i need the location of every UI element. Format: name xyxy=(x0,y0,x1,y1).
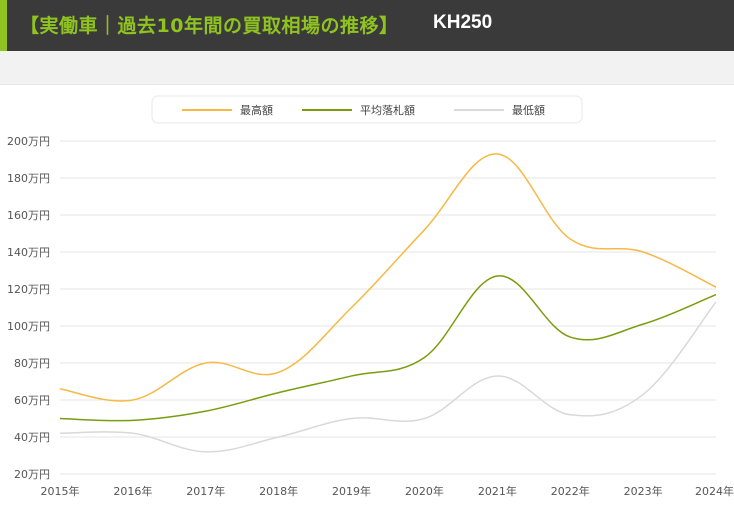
y-tick-label: 140万円 xyxy=(7,246,50,259)
header-accent-bar xyxy=(0,0,7,51)
x-tick-label: 2017年 xyxy=(186,484,225,498)
series-lines xyxy=(59,153,717,453)
x-tick-label: 2022年 xyxy=(551,484,590,498)
x-axis-ticks: 2015年 2016年 2017年 2018年 2019年 2020年 2021年 2022年… xyxy=(41,484,734,498)
page-title: 【実働車｜過去10年間の買取相場の推移】 xyxy=(20,15,399,37)
page-header: 【実働車｜過去10年間の買取相場の推移】 KH250 xyxy=(0,0,734,51)
x-tick-label: 2018年 xyxy=(259,484,298,498)
x-tick-label: 2015年 xyxy=(41,484,80,498)
y-tick-label: 200万円 xyxy=(7,135,50,148)
x-tick-label: 2024年 xyxy=(695,484,734,498)
y-axis-ticks: 20万円 40万円 60万円 80万円 100万円 120万円 140万円 160万円 180万… xyxy=(7,135,50,481)
y-tick-label: 80万円 xyxy=(14,357,50,370)
y-tick-label: 20万円 xyxy=(14,468,50,481)
legend-label-0: 最高額 xyxy=(240,103,273,117)
x-tick-label: 2020年 xyxy=(405,484,444,498)
series-line-2 xyxy=(59,301,717,453)
y-tick-label: 120万円 xyxy=(7,283,50,296)
x-tick-label: 2019年 xyxy=(332,484,371,498)
y-tick-label: 100万円 xyxy=(7,320,50,333)
x-tick-label: 2023年 xyxy=(624,484,663,498)
legend-label-1: 平均落札額 xyxy=(360,104,415,117)
x-tick-label: 2016年 xyxy=(113,484,152,498)
y-tick-label: 40万円 xyxy=(14,431,50,444)
grid-lines xyxy=(60,140,716,475)
series-line-1 xyxy=(59,275,717,422)
legend-box xyxy=(151,95,583,124)
model-name: KH250 xyxy=(433,12,493,33)
chart-legend: 最高額 平均落札額 最低額 xyxy=(151,95,583,124)
y-tick-label: 60万円 xyxy=(14,394,50,407)
legend-label-2: 最低額 xyxy=(512,104,545,117)
chart-card xyxy=(0,84,734,522)
y-tick-label: 180万円 xyxy=(7,172,50,185)
header-spacer xyxy=(0,51,734,84)
series-line-0 xyxy=(59,153,717,402)
y-tick-label: 160万円 xyxy=(7,209,50,222)
x-tick-label: 2021年 xyxy=(478,484,517,498)
